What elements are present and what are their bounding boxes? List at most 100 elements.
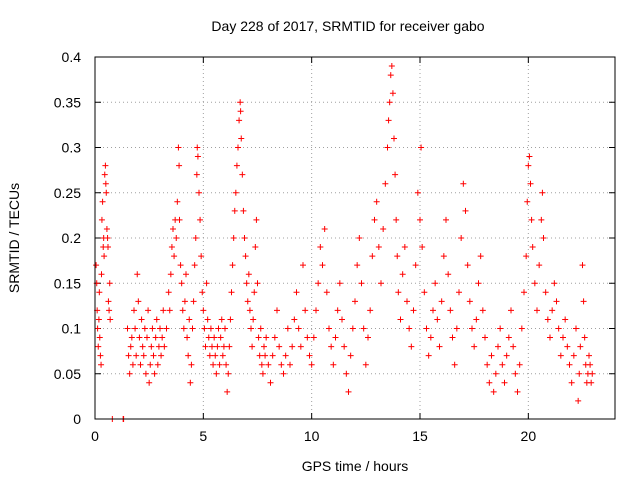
data-point [423, 325, 430, 332]
data-point [220, 343, 227, 350]
data-point [385, 117, 392, 124]
data-point [534, 307, 540, 314]
data-point [161, 343, 168, 350]
data-point [291, 316, 298, 323]
data-point [497, 325, 504, 332]
data-point [254, 280, 261, 287]
data-point [215, 325, 222, 332]
data-point [159, 334, 166, 341]
data-point [378, 280, 384, 287]
data-point [166, 307, 173, 314]
data-point [577, 343, 584, 350]
data-point [451, 361, 458, 368]
data-point [384, 144, 391, 151]
data-point [323, 289, 330, 296]
data-point [319, 262, 326, 269]
data-point [106, 280, 113, 287]
data-point [394, 253, 401, 260]
data-point [310, 334, 317, 341]
data-point [427, 334, 434, 341]
data-point [99, 198, 106, 205]
data-point [106, 307, 113, 314]
data-point [103, 189, 110, 196]
data-point [167, 271, 174, 278]
data-point [336, 280, 343, 287]
data-point [184, 334, 191, 341]
data-point [226, 343, 233, 350]
data-point [145, 307, 152, 314]
data-point [97, 352, 104, 359]
data-point [241, 235, 248, 241]
data-point [210, 361, 217, 368]
data-point [417, 216, 423, 223]
data-point [389, 90, 396, 97]
data-point [192, 235, 199, 241]
data-point [243, 280, 250, 287]
data-point [256, 352, 263, 359]
data-point [555, 325, 562, 332]
y-axis-label: SRMTID / TECUs [6, 183, 22, 293]
data-point [380, 225, 387, 232]
data-point [317, 244, 324, 251]
data-point [453, 325, 460, 332]
data-point [367, 307, 374, 314]
data-point [580, 298, 587, 305]
data-point [269, 352, 276, 359]
data-point [160, 307, 167, 314]
data-point [358, 280, 365, 287]
data-point [488, 352, 495, 359]
data-point [105, 244, 111, 251]
data-point [174, 198, 181, 205]
data-point [231, 207, 238, 214]
data-point [401, 244, 408, 251]
data-point [178, 280, 185, 287]
y-tick-label: 0.1 [62, 321, 82, 337]
data-point [440, 253, 447, 260]
data-point [101, 253, 108, 260]
data-point [222, 325, 228, 332]
data-point [410, 307, 417, 314]
data-point [180, 325, 187, 332]
data-point [588, 379, 595, 386]
data-point [486, 379, 493, 386]
data-point [539, 189, 546, 196]
data-point [154, 361, 161, 368]
data-point [137, 361, 144, 368]
data-point [213, 370, 220, 377]
data-point [287, 361, 293, 368]
data-point [284, 325, 291, 332]
data-point [194, 153, 201, 160]
data-point [126, 370, 133, 377]
data-point [176, 216, 183, 223]
data-point [462, 207, 469, 214]
data-point [404, 298, 410, 305]
data-point [251, 289, 258, 296]
data-point [576, 370, 583, 377]
data-point [223, 361, 230, 368]
data-point [230, 235, 237, 241]
data-point [313, 307, 319, 314]
data-point [216, 361, 223, 368]
data-point [538, 216, 545, 223]
data-point [387, 72, 394, 79]
data-point [395, 289, 402, 296]
data-point [330, 361, 337, 368]
data-point [321, 225, 328, 232]
data-point [227, 316, 234, 323]
data-point [136, 334, 143, 341]
data-point [252, 244, 259, 251]
data-point [536, 262, 543, 269]
data-point [185, 352, 192, 359]
data-point [349, 325, 356, 332]
data-point [202, 343, 209, 350]
data-point [579, 262, 586, 269]
data-point [96, 334, 103, 341]
data-point [190, 298, 197, 305]
data-point [308, 361, 315, 368]
data-point [218, 316, 225, 323]
x-axis-label: GPS time / hours [302, 458, 409, 474]
data-point [250, 316, 257, 323]
data-point [163, 325, 170, 332]
data-point [258, 361, 265, 368]
data-point [382, 180, 389, 187]
